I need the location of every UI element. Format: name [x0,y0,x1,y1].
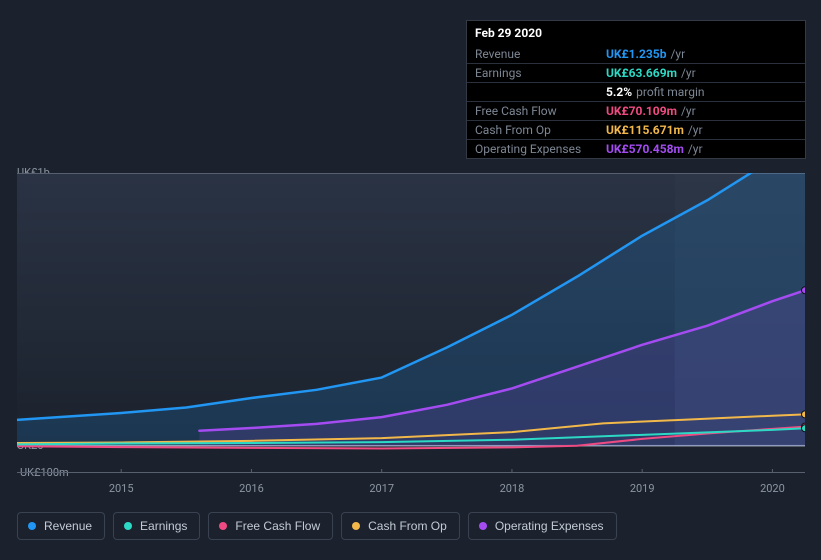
x-axis: 2015 2016 2017 2018 2019 2020 [17,478,805,496]
legend-swatch [479,522,487,530]
legend-label: Cash From Op [368,519,447,533]
tooltip-row: 5.2%profit margin [467,83,805,102]
legend-swatch [28,522,36,530]
legend-item[interactable]: Operating Expenses [468,512,617,540]
legend-label: Operating Expenses [495,519,604,533]
tooltip-row-value: UK£70.109m/yr [598,102,805,121]
x-axis-label: 2015 [109,482,134,495]
tooltip-date: Feb 29 2020 [467,21,805,45]
x-axis-label: 2017 [369,482,394,495]
legend-item[interactable]: Cash From Op [341,512,460,540]
tooltip-row: RevenueUK£1.235b/yr [467,45,805,64]
tooltip-row: Free Cash FlowUK£70.109m/yr [467,102,805,121]
tooltip-row-value: UK£1.235b/yr [598,45,805,64]
x-axis-label: 2018 [500,482,525,495]
tooltip-table: RevenueUK£1.235b/yrEarningsUK£63.669m/yr… [467,45,805,158]
x-axis-label: 2016 [239,482,264,495]
legend-swatch [219,522,227,530]
tooltip-row-label [467,83,598,102]
tooltip-row-label: Free Cash Flow [467,102,598,121]
legend-item[interactable]: Revenue [17,512,105,540]
tooltip-row-value: UK£115.671m/yr [598,121,805,140]
tooltip-panel: Feb 29 2020 RevenueUK£1.235b/yrEarningsU… [466,20,806,159]
tooltip-row-label: Cash From Op [467,121,598,140]
legend-swatch [124,522,132,530]
tooltip-row-value: 5.2%profit margin [598,83,805,102]
tooltip-row: Operating ExpensesUK£570.458m/yr [467,140,805,159]
legend-label: Earnings [140,519,187,533]
x-axis-label: 2020 [760,482,785,495]
financial-chart-panel: Feb 29 2020 RevenueUK£1.235b/yrEarningsU… [0,0,821,560]
legend-item[interactable]: Earnings [113,512,200,540]
legend-label: Free Cash Flow [235,519,320,533]
tooltip-row: EarningsUK£63.669m/yr [467,64,805,83]
tooltip-row-label: Revenue [467,45,598,64]
legend-swatch [352,522,360,530]
line-chart[interactable] [17,173,805,473]
x-axis-label: 2019 [630,482,655,495]
legend: Revenue Earnings Free Cash Flow Cash From O… [17,512,617,540]
tooltip-row-label: Earnings [467,64,598,83]
tooltip-row-value: UK£63.669m/yr [598,64,805,83]
legend-item[interactable]: Free Cash Flow [208,512,333,540]
tooltip-row-value: UK£570.458m/yr [598,140,805,159]
legend-label: Revenue [44,519,92,533]
tooltip-row: Cash From OpUK£115.671m/yr [467,121,805,140]
tooltip-row-label: Operating Expenses [467,140,598,159]
